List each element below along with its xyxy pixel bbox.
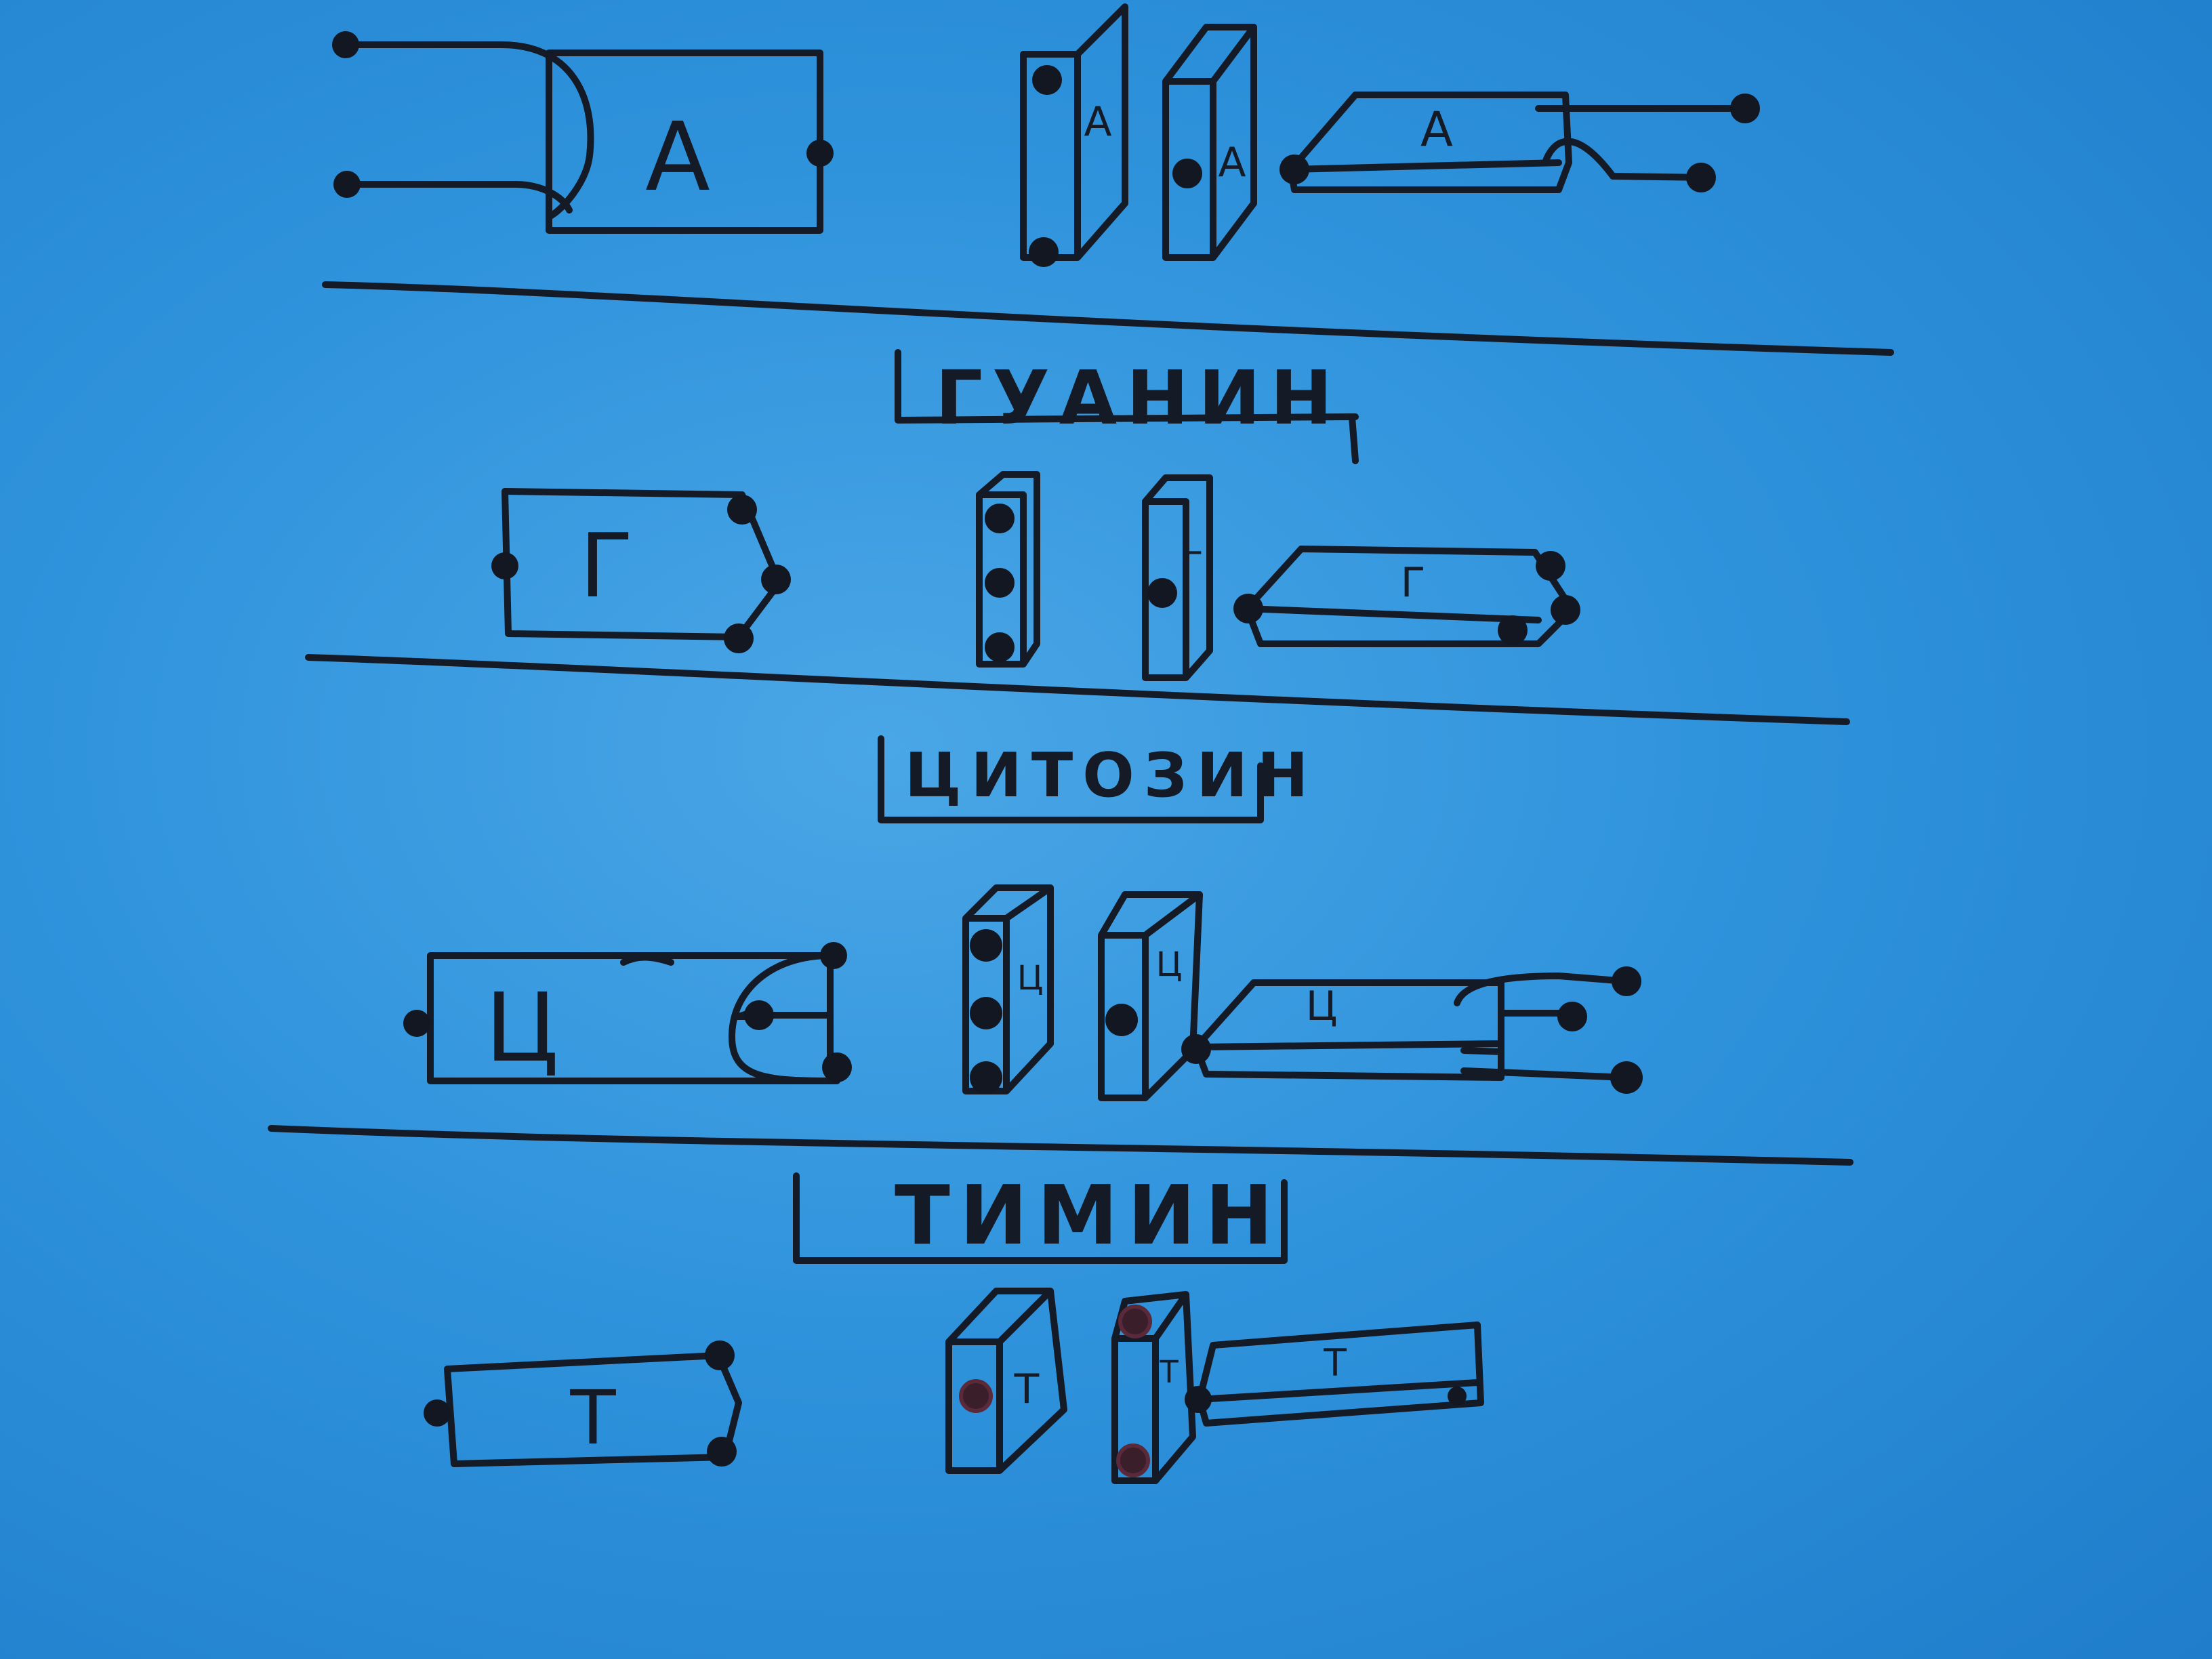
- adenine-lying-block: A: [1279, 91, 1760, 193]
- thymine-flat-block: Т: [424, 1340, 742, 1467]
- cytosine-lying-block: Ц: [1181, 966, 1643, 1094]
- guanine-side-block-2: Г: [1142, 474, 1213, 681]
- guanine-lying-block: Г: [1233, 546, 1580, 647]
- cytosine-lying-symbol: Ц: [1306, 983, 1338, 1030]
- divider-line-3: [268, 1125, 1853, 1166]
- cytosine-side-symbol-2: Ц: [1156, 945, 1183, 984]
- guanine-flat-block: Г: [491, 488, 791, 653]
- cytosine-title-bracket: [878, 735, 1264, 823]
- guanine-title-bracket: [895, 349, 1359, 464]
- cytosine-side-block-2: Ц: [1098, 891, 1203, 1101]
- guanine-side-symbol: Г: [1183, 545, 1204, 584]
- guanine-lying-symbol: Г: [1401, 559, 1426, 607]
- guanine-side-block-1: [976, 471, 1040, 668]
- adenine-side-symbol-2: A: [1218, 139, 1246, 186]
- thymine-side-block-2: Т: [1111, 1291, 1196, 1484]
- thymine-side-symbol-2: Т: [1159, 1354, 1179, 1390]
- adenine-row: A A A A: [332, 3, 1760, 267]
- thymine-row: ТИМИН Т Т Т Т: [424, 1169, 1484, 1484]
- thymine-lying-symbol: Т: [1323, 1341, 1347, 1385]
- cytosine-symbol: Ц: [485, 973, 559, 1084]
- cytosine-side-block-1: Ц: [962, 884, 1054, 1094]
- cytosine-flat-block: Ц: [403, 942, 852, 1084]
- divider-line-2: [305, 654, 1850, 725]
- adenine-symbol: A: [645, 102, 710, 213]
- thymine-title-bracket: [793, 1172, 1288, 1264]
- cytosine-row: ЦИТОЗИН Ц Ц: [403, 735, 1643, 1101]
- adenine-side-block-1: A: [1020, 3, 1128, 267]
- divider-line-1: [322, 281, 1894, 356]
- thymine-symbol: Т: [569, 1374, 616, 1461]
- adenine-flat-block: A: [332, 31, 834, 234]
- thymine-side-block-1: Т: [945, 1288, 1067, 1474]
- adenine-lying-symbol: A: [1420, 102, 1453, 157]
- thymine-lying-block: Т: [1185, 1322, 1484, 1427]
- thymine-side-symbol-1: Т: [1014, 1366, 1040, 1413]
- thymine-title: ТИМИН: [895, 1169, 1283, 1263]
- guanine-title: ГУАНИН: [935, 354, 1342, 441]
- adenine-side-symbol-1: A: [1084, 98, 1111, 146]
- cytosine-title: ЦИТОЗИН: [905, 740, 1317, 811]
- adenine-side-block-2: A: [1162, 24, 1257, 261]
- guanine-symbol: Г: [579, 514, 633, 617]
- guanine-row: ГУАНИН Г Г Г: [491, 349, 1580, 681]
- cytosine-side-symbol-1: Ц: [1017, 958, 1044, 998]
